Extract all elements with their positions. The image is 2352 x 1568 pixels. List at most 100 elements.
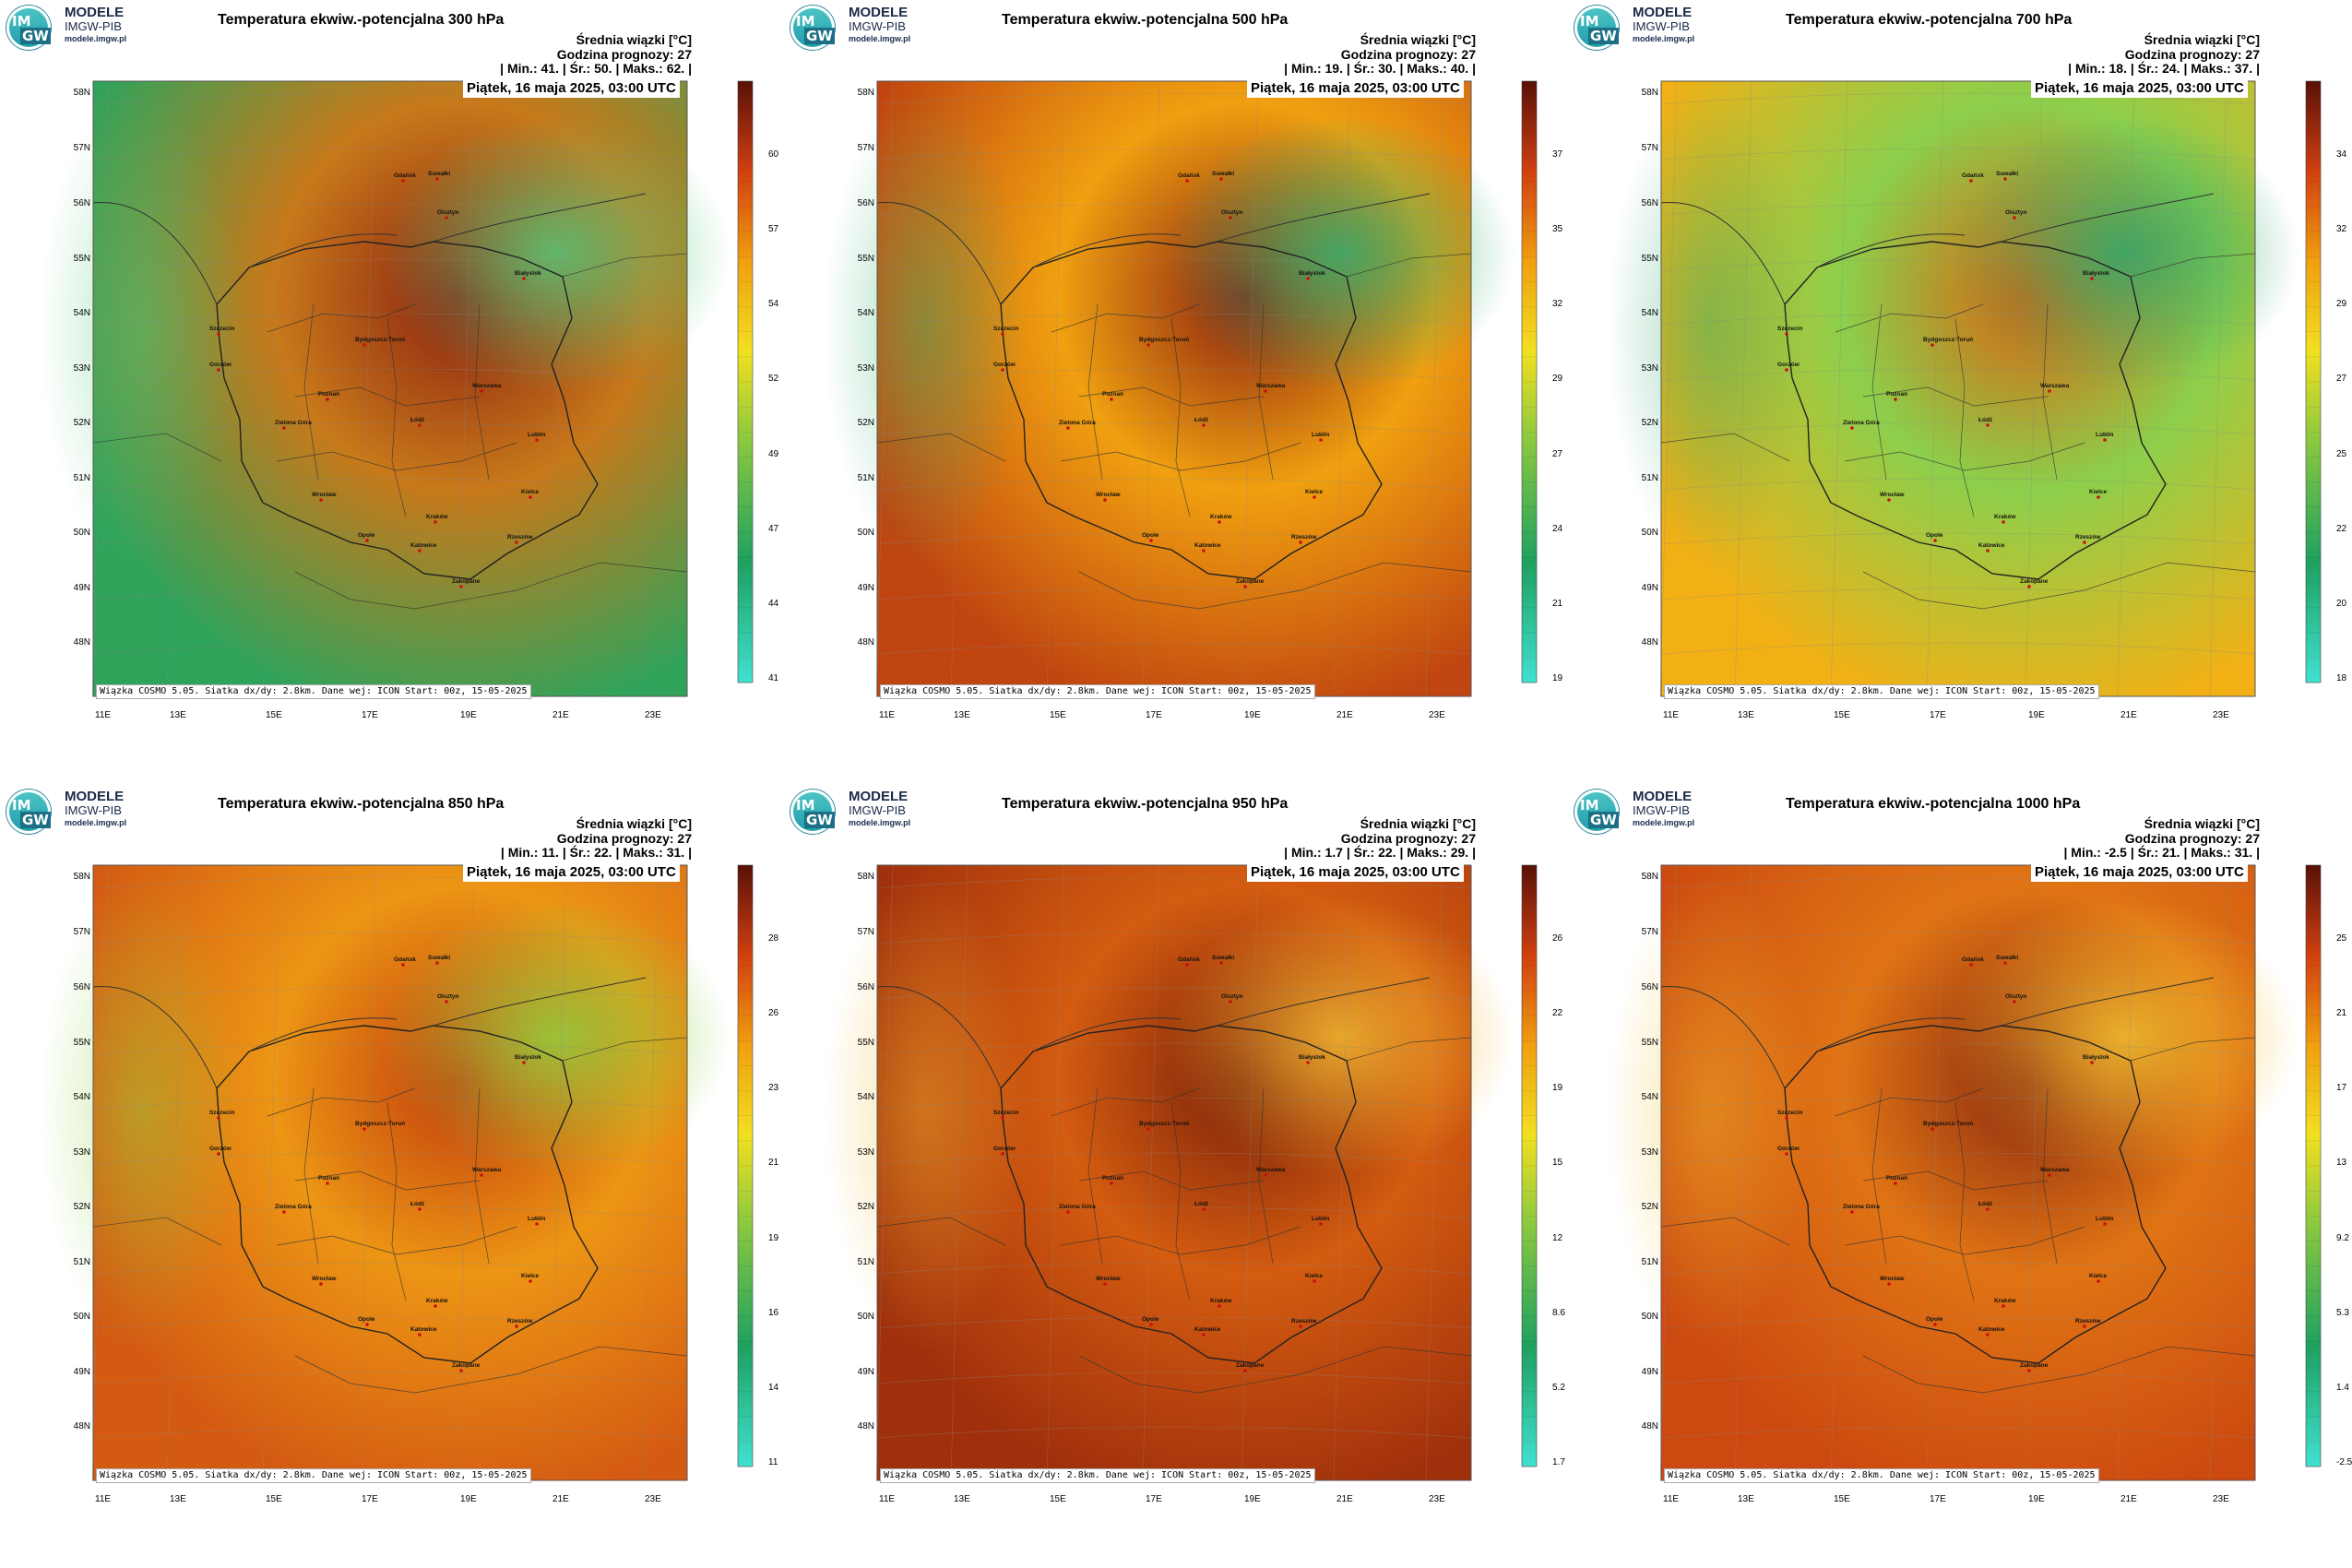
latitude-label: 58N bbox=[1641, 872, 1658, 882]
city-marker bbox=[1319, 1222, 1323, 1226]
latitude-label: 57N bbox=[73, 143, 90, 153]
colorbar-tick-label: 26 bbox=[1552, 933, 1563, 944]
latitude-label: 52N bbox=[73, 418, 90, 428]
model-footnote: Wiązka COSMO 5.05. Siatka dx/dy: 2.8km. … bbox=[880, 684, 1315, 699]
latitude-label: 50N bbox=[857, 1312, 874, 1322]
city-label: Bydgoszcz-Toruń bbox=[1923, 1121, 1973, 1127]
logo-text: MODELE IMGW-PIB modele.imgw.pl bbox=[65, 6, 126, 44]
city-marker bbox=[1933, 539, 1937, 542]
colorbar-tick-label: 24 bbox=[1552, 523, 1563, 534]
longitude-label: 11E bbox=[1663, 1494, 1680, 1504]
city-label: Białystok bbox=[515, 270, 541, 277]
chart-title: Temperatura ekwiw.-potencjalna 850 hPa bbox=[218, 796, 505, 812]
map-graphic: Gdańsk Suwałki Olsztyn Białystok Szczecin Byd… bbox=[1607, 864, 2322, 1481]
colorbar-tick-label: 37 bbox=[1552, 149, 1563, 160]
logo-subtitle: IMGW-PIB bbox=[849, 19, 906, 33]
latitude-label: 56N bbox=[857, 198, 874, 208]
longitude-label: 21E bbox=[2120, 1494, 2137, 1504]
city-label: Wrocław bbox=[1880, 492, 1906, 498]
colorbar-tick-label: 17 bbox=[2336, 1083, 2347, 1094]
city-label: Gdańsk bbox=[394, 172, 416, 179]
forecast-map-panel: Gdańsk Suwałki Olsztyn Białystok Szczecin Byd… bbox=[1568, 0, 2352, 784]
latitude-label: 56N bbox=[1641, 982, 1658, 992]
city-marker bbox=[1850, 426, 1854, 430]
colorbar bbox=[2305, 864, 2322, 1467]
city-marker bbox=[319, 1282, 323, 1286]
logo-subtitle: IMGW-PIB bbox=[849, 803, 906, 817]
city-marker bbox=[2097, 495, 2100, 499]
city-label: Zakopane bbox=[452, 578, 481, 585]
logo-badge-bottom: GW bbox=[1588, 28, 1619, 44]
city-marker bbox=[401, 179, 405, 183]
city-label: Lublin bbox=[2096, 1216, 2114, 1222]
coastline bbox=[1660, 977, 2215, 1089]
logo-badge-bottom: GW bbox=[20, 28, 51, 44]
colorbar-tick-label: 22 bbox=[2336, 523, 2347, 534]
colorbar-tick-label: 13 bbox=[2336, 1158, 2347, 1169]
city-marker bbox=[2013, 1000, 2016, 1004]
edge-anomaly bbox=[1607, 871, 1811, 1351]
colorbar-tick-label: 41 bbox=[768, 673, 779, 683]
latitude-label: 51N bbox=[1641, 1257, 1658, 1267]
logo-title: MODELE bbox=[849, 789, 909, 804]
forecast-hour-label: Godzina prognozy: 27 bbox=[1340, 831, 1476, 846]
coastline bbox=[92, 977, 647, 1089]
city-marker bbox=[1103, 498, 1107, 502]
city-marker bbox=[1887, 1282, 1891, 1286]
logo-text: MODELE IMGW-PIB modele.imgw.pl bbox=[849, 790, 910, 828]
city-marker bbox=[459, 585, 463, 588]
city-label: Gorzów bbox=[1777, 1146, 1800, 1152]
city-marker bbox=[1001, 1152, 1004, 1156]
variable-label: Średnia wiązki [°C] bbox=[1360, 32, 1476, 47]
colorbar-tick-label: 8.6 bbox=[1552, 1307, 1565, 1318]
latitude-label: 52N bbox=[73, 1202, 90, 1212]
city-label: Rzeszów bbox=[507, 534, 533, 540]
colorbar bbox=[737, 864, 754, 1467]
city-label: Wrocław bbox=[312, 1276, 338, 1282]
city-label: Szczecin bbox=[993, 1110, 1018, 1116]
city-marker bbox=[434, 1304, 437, 1308]
city-marker bbox=[1306, 277, 1310, 280]
coastline bbox=[876, 193, 1431, 305]
city-label: Łódź bbox=[1194, 417, 1209, 423]
city-label: Gdańsk bbox=[1962, 172, 1984, 179]
city-label: Wrocław bbox=[1096, 492, 1122, 498]
imgw-logo-icon: IM GW bbox=[1574, 6, 1619, 50]
city-label: Zielona Góra bbox=[275, 1204, 312, 1210]
city-label: Szczecin bbox=[993, 326, 1018, 332]
latitude-label: 55N bbox=[857, 254, 874, 264]
graticule bbox=[1659, 864, 2256, 1481]
country-border bbox=[216, 241, 599, 580]
colorbar-tick-label: 32 bbox=[2336, 224, 2347, 235]
city-label: Zielona Góra bbox=[1843, 1204, 1880, 1210]
city-label: Suwałki bbox=[1212, 171, 1234, 177]
longitude-label: 21E bbox=[552, 710, 569, 720]
colorbar-tick-label: 11 bbox=[768, 1457, 778, 1467]
latitude-label: 49N bbox=[73, 1367, 90, 1377]
country-border bbox=[1000, 241, 1383, 580]
city-label: Katowice bbox=[1978, 1326, 2005, 1333]
colorbar bbox=[1521, 80, 1538, 683]
city-label: Białystok bbox=[1299, 270, 1325, 277]
city-marker bbox=[2027, 1369, 2031, 1372]
logo-title: MODELE bbox=[65, 5, 125, 20]
voivodeship-borders bbox=[1051, 1087, 1301, 1301]
coastline bbox=[876, 977, 1431, 1089]
longitude-label: 21E bbox=[2120, 710, 2137, 720]
city-marker bbox=[2003, 961, 2007, 965]
colorbar-tick-label: 22 bbox=[1552, 1008, 1563, 1019]
city-marker bbox=[1066, 1210, 1070, 1214]
logo-subtitle: IMGW-PIB bbox=[65, 19, 122, 33]
city-label: Warszawa bbox=[2040, 383, 2070, 389]
forecast-map-panel: Gdańsk Suwałki Olsztyn Białystok Szczecin Byd… bbox=[784, 0, 1568, 784]
latitude-label: 52N bbox=[1641, 418, 1658, 428]
city-label: Opole bbox=[1926, 1316, 1943, 1323]
city-label: Kraków bbox=[1210, 514, 1232, 520]
latitude-label: 55N bbox=[1641, 254, 1658, 264]
city-label: Bydgoszcz-Toruń bbox=[355, 337, 405, 343]
longitude-label: 19E bbox=[460, 710, 477, 720]
latitude-label: 58N bbox=[73, 88, 90, 98]
colorbar-tick-label: 25 bbox=[2336, 448, 2347, 459]
map-graphic: Gdańsk Suwałki Olsztyn Białystok Szczecin Byd… bbox=[1607, 80, 2322, 697]
longitude-label: 21E bbox=[1336, 710, 1353, 720]
